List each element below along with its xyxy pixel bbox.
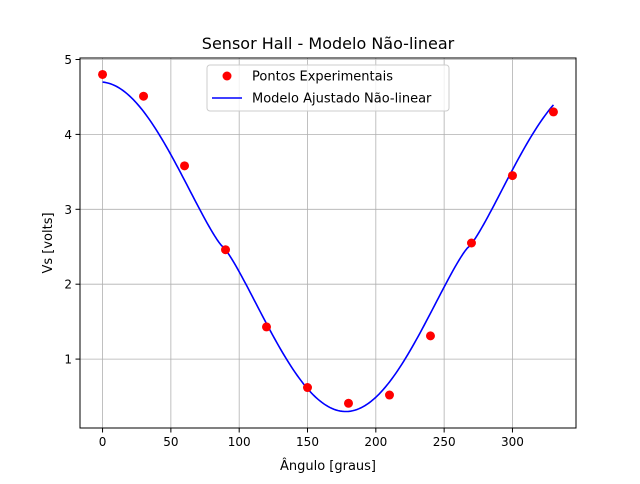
x-tick-label: 0: [99, 435, 107, 449]
y-tick-label: 1: [64, 353, 72, 367]
x-tick-label: 150: [296, 435, 319, 449]
data-point: [466, 238, 476, 248]
legend: Pontos Experimentais Modelo Ajustado Não…: [206, 64, 450, 112]
legend-label-modelo-ajustado: Modelo Ajustado Não-linear: [252, 92, 432, 107]
legend-marker-pontos-experimentais: [222, 71, 232, 81]
data-points-layer: [98, 69, 558, 408]
data-point: [425, 331, 435, 341]
x-axis-ticks: 0 50 100 150 200 250 300: [99, 428, 524, 449]
y-tick-label: 4: [64, 128, 72, 142]
data-point: [303, 383, 313, 393]
y-tick-label: 2: [64, 278, 72, 292]
x-axis-label: Ângulo [graus]: [280, 458, 376, 474]
data-point: [384, 390, 394, 400]
data-point: [507, 171, 517, 181]
plot-frame: [79, 57, 577, 429]
model-curve-layer: [102, 81, 555, 413]
x-tick-label: 100: [228, 435, 251, 449]
chart-title: Sensor Hall - Modelo Não-linear: [202, 34, 455, 53]
legend-box: [206, 64, 450, 112]
data-point: [548, 107, 558, 117]
y-tick-label: 3: [64, 203, 72, 217]
y-tick-label: 5: [64, 53, 72, 67]
y-axis-ticks: 1 2 3 4 5: [64, 53, 80, 367]
x-tick-label: 50: [163, 435, 178, 449]
grid-lines: [80, 58, 576, 428]
y-axis-label: Vs [volts]: [41, 212, 56, 273]
data-point: [98, 69, 108, 79]
model-curve-line: [102, 81, 555, 413]
data-point: [221, 245, 231, 255]
data-point: [139, 91, 149, 101]
legend-label-pontos-experimentais: Pontos Experimentais: [252, 70, 393, 85]
data-point: [262, 322, 272, 332]
x-tick-label: 300: [501, 435, 524, 449]
data-point: [343, 398, 353, 408]
data-point: [180, 161, 190, 171]
x-tick-label: 200: [364, 435, 387, 449]
x-tick-label: 250: [433, 435, 456, 449]
